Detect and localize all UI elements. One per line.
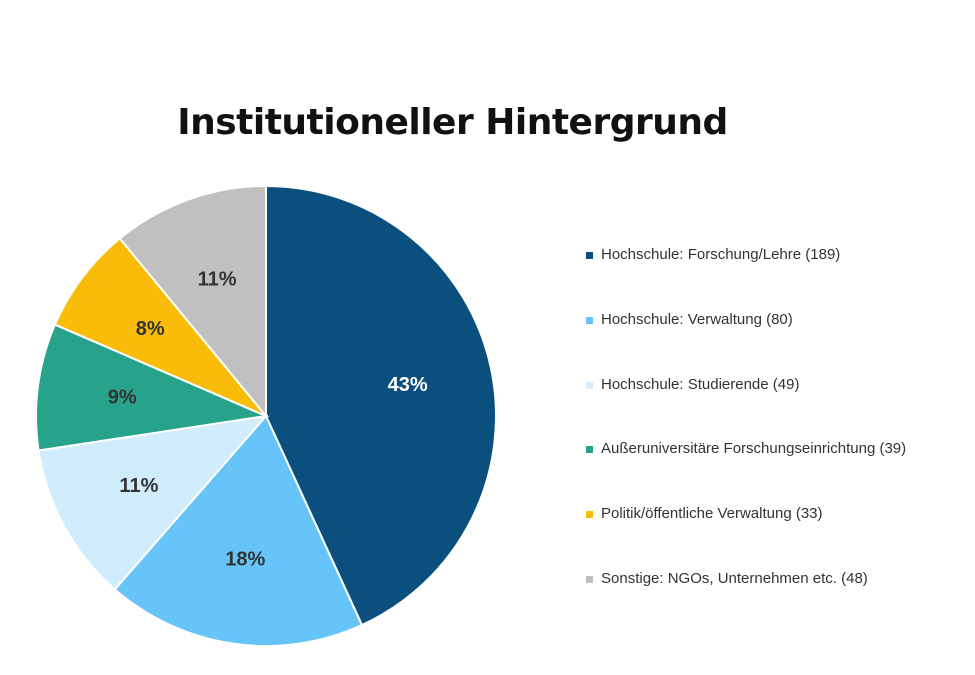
pie-slice-label-4: 8% (136, 318, 165, 340)
legend-item-3: Außeruniversitäre Forschungseinrichtung … (586, 440, 906, 505)
legend-label-2: Hochschule: Studierende (49) (601, 375, 800, 393)
legend-label-1: Hochschule: Verwaltung (80) (601, 310, 793, 328)
pie-slice-2 (37, 414, 269, 591)
legend-swatch-1 (586, 316, 593, 324)
pie-slice-0 (265, 184, 497, 627)
legend-swatch-3 (586, 446, 593, 454)
pie-slice-label-5: 11% (198, 269, 237, 291)
legend-label-0: Hochschule: Forschung/Lehre (189) (601, 246, 841, 263)
pie-slice-3 (35, 323, 270, 452)
legend-label-5: Sonstige: NGOs, Unternehmen etc. (48) (601, 569, 868, 587)
legend-swatch-2 (586, 381, 593, 389)
pie-slice-1 (113, 414, 364, 647)
pie-slice-label-0: 43% (388, 374, 428, 396)
pie-slice-4 (53, 236, 267, 417)
legend-label-3: Außeruniversitäre Forschungseinrichtung … (601, 440, 907, 458)
chart-title: Institutioneller Hintergrund (177, 102, 728, 143)
legend-item-1: Hochschule: Verwaltung (80) (586, 311, 906, 376)
legend-item-4: Politik/öffentliche Verwaltung (33) (586, 505, 906, 570)
legend-swatch-5 (586, 575, 593, 583)
legend-item-2: Hochschule: Studierende (49) (586, 376, 906, 441)
chart-legend: Hochschule: Forschung/Lehre (189) Hochsch… (586, 246, 906, 635)
legend-item-0: Hochschule: Forschung/Lehre (189) (586, 246, 906, 311)
legend-label-4: Politik/öffentliche Verwaltung (33) (601, 505, 823, 523)
pie-slice-label-2: 11% (119, 475, 158, 497)
legend-swatch-4 (586, 511, 593, 519)
pie-slice-5 (118, 184, 267, 419)
legend-swatch-0 (586, 252, 593, 259)
pie-slice-label-1: 18% (225, 549, 265, 571)
pie-slice-label-3: 9% (108, 386, 137, 408)
legend-item-5: Sonstige: NGOs, Unternehmen etc. (48) (586, 570, 906, 635)
